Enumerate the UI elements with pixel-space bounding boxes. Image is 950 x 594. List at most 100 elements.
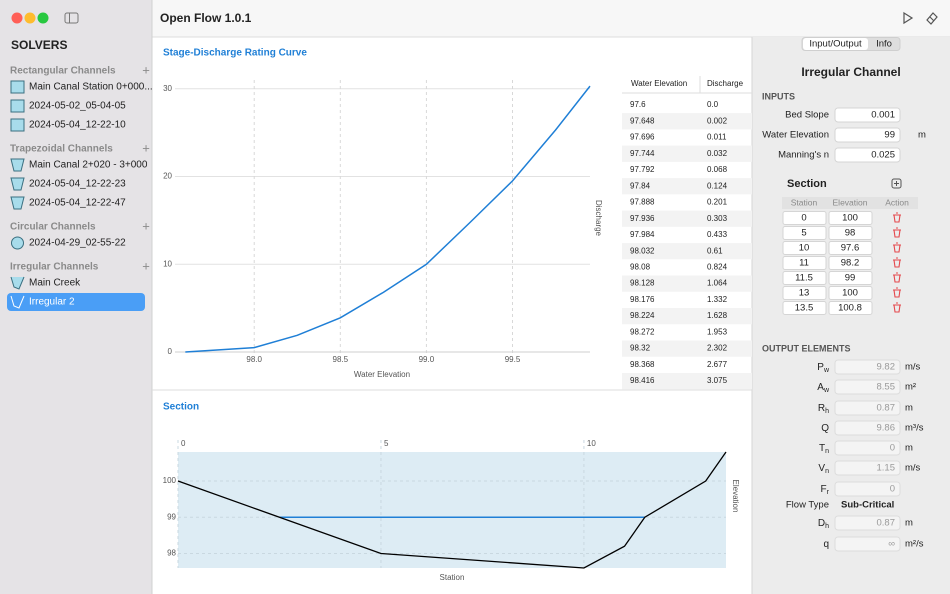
close-button[interactable] [11,12,23,24]
output-unit: m [905,518,913,529]
ground-profile [177,451,727,569]
minimize-button[interactable] [24,12,36,24]
row-stripe [622,243,752,260]
table-cell: 0.068 [707,165,728,174]
elevation-field[interactable] [828,271,873,285]
output-symbol: Pw [817,362,830,374]
tab[interactable]: Info [876,39,892,50]
row-stripe [622,178,752,195]
station-value: 13.5 [795,303,814,314]
station-field[interactable] [782,271,827,285]
tab-selected[interactable] [803,38,868,50]
delete-button[interactable] [893,257,901,268]
table-cell: 98.32 [630,344,651,353]
section-title: Section [787,178,827,190]
add-button[interactable]: + [142,258,150,273]
output-field [834,379,901,395]
zoom-button[interactable] [37,12,49,24]
elevation-field[interactable] [828,241,873,255]
output-unit: m²/s [905,539,924,550]
output-field [834,536,901,552]
column-header: Water Elevation [631,79,687,88]
output-field [834,515,901,531]
station-field[interactable] [782,301,827,315]
station-field[interactable] [782,256,827,270]
sidebar-item[interactable]: Main Canal 2+020 - 3+000 [29,160,148,171]
input-field[interactable] [834,107,901,123]
tab[interactable]: Input/Output [809,39,862,50]
trap-icon [10,158,25,172]
symbol: F [821,484,827,495]
output-value: 8.55 [877,382,896,393]
add-point[interactable] [891,178,902,189]
input-field[interactable] [834,127,901,143]
add-button[interactable]: + [142,218,150,233]
clear-button[interactable] [926,12,938,25]
input-value: 0.001 [871,110,895,121]
subscript: w [823,367,830,374]
sidebar-item[interactable]: Irregular 2 [29,297,75,308]
elevation-field[interactable] [828,256,873,270]
sidebar-item[interactable]: 2024-05-04_12-22-23 [29,179,126,190]
station-field[interactable] [782,286,827,300]
input-label: Manning's n [778,150,829,161]
delete-button[interactable] [893,287,901,298]
app-title: Open Flow 1.0.1 [160,11,252,25]
elevation-field[interactable] [828,226,873,240]
input-label: Bed Slope [785,110,829,121]
row-stripe [622,275,752,292]
table-cell: 98.128 [630,279,655,288]
row-stripe [622,308,752,325]
station-value: 11.5 [795,273,813,284]
output-field [834,440,901,456]
input-field[interactable] [834,147,901,163]
symbol: R [818,403,825,414]
subscript: r [827,489,830,496]
sidebar-toggle[interactable] [64,12,79,24]
table-cell: 2.677 [707,360,728,369]
symbol: D [818,518,825,529]
table-cell: 0.032 [707,149,728,158]
selected-row [7,293,145,311]
station-field[interactable] [782,211,827,225]
delete-button[interactable] [893,272,901,283]
x-tick-label: 99.5 [505,355,521,364]
elevation-field[interactable] [828,301,873,315]
y-tick-label: 98 [167,549,176,558]
add-button[interactable]: + [142,140,150,155]
elevation-field[interactable] [828,286,873,300]
sidebar-item[interactable]: 2024-04-29_02-55-22 [29,238,126,249]
rect-icon [10,80,25,94]
sidebar-item[interactable]: 2024-05-02_05-04-05 [29,101,126,112]
column-header: Discharge [707,79,744,88]
input-unit: m [918,130,926,141]
y-tick-label: 0 [168,347,173,356]
output-unit: m/s [905,362,921,373]
circle-icon [11,236,24,250]
x-axis-label: Water Elevation [354,370,410,379]
station-value: 0 [801,213,806,224]
table-cell: 2.302 [707,344,728,353]
elevation-value: 100.8 [838,303,862,314]
output-field [834,420,901,436]
elevation-field[interactable] [828,211,873,225]
add-button[interactable]: + [142,62,150,77]
subscript: n [825,448,829,455]
elevation-value: 98.2 [841,258,860,269]
station-field[interactable] [782,241,827,255]
delete-button[interactable] [893,302,901,313]
delete-button[interactable] [893,242,901,253]
run-button[interactable] [903,11,914,25]
group-header: Circular Channels [10,222,96,233]
x-tick-label: 0 [181,439,186,448]
station-field[interactable] [782,226,827,240]
delete-button[interactable] [893,212,901,223]
delete-button[interactable] [893,227,901,238]
irregular-icon [10,276,25,290]
sidebar-item[interactable]: 2024-05-04_12-22-47 [29,198,126,209]
sidebar-item[interactable]: 2024-05-04_12-22-10 [29,120,126,131]
sidebar-item[interactable]: Main Creek [29,278,81,289]
table-cell: 0.0 [707,100,719,109]
sidebar-item[interactable]: Main Canal Station 0+000... [29,82,153,93]
